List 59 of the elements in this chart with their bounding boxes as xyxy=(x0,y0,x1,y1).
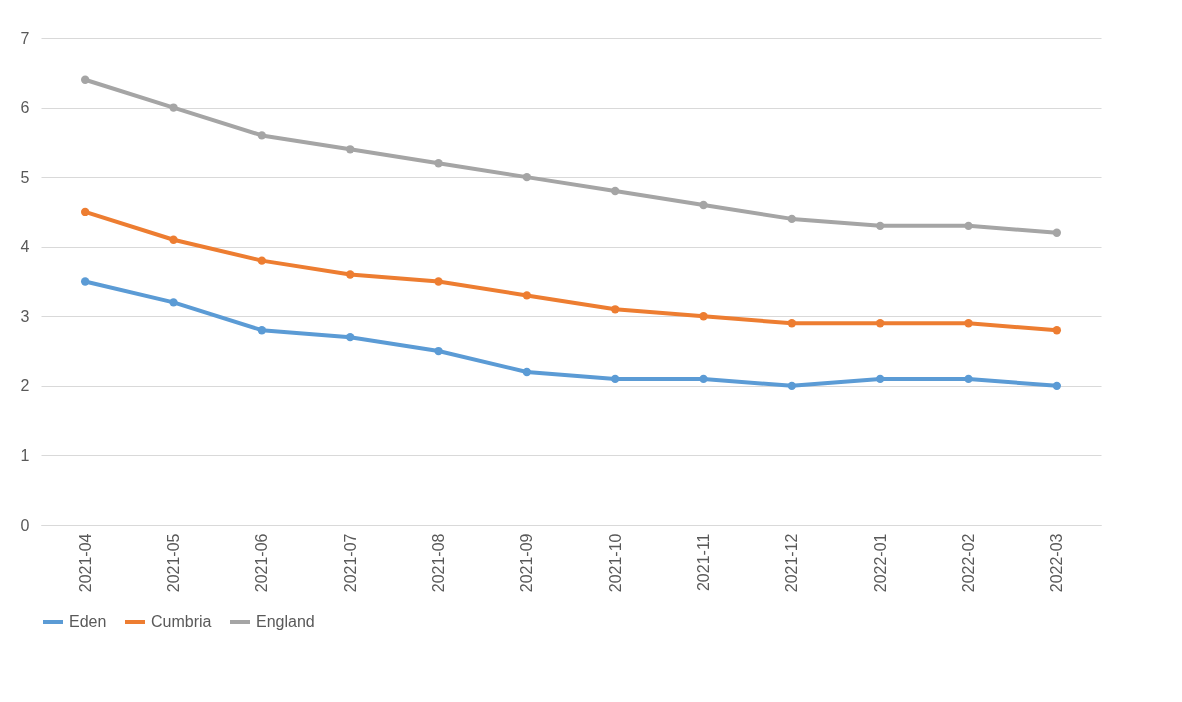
x-tick-label: 2021-05 xyxy=(165,533,182,593)
point xyxy=(434,159,443,168)
x-tick-label: 2021-10 xyxy=(606,533,624,593)
point xyxy=(1052,381,1062,391)
legend-label: Eden xyxy=(69,613,107,630)
point xyxy=(434,277,443,286)
point xyxy=(345,332,355,342)
x-tick-label: 2021-11 xyxy=(695,533,712,592)
point xyxy=(875,319,885,328)
y-tick-label: 3 xyxy=(20,307,30,325)
point xyxy=(169,103,178,112)
x-tick-label: 2021-04 xyxy=(76,533,94,593)
point xyxy=(610,374,620,384)
point xyxy=(699,374,708,384)
point xyxy=(257,256,267,265)
point xyxy=(169,298,178,307)
point xyxy=(257,326,267,335)
point xyxy=(610,305,620,314)
point xyxy=(964,319,973,328)
point xyxy=(1052,228,1062,237)
x-tick-label: 2021-09 xyxy=(518,533,536,593)
point xyxy=(964,221,973,231)
point xyxy=(434,346,443,356)
legend-label: England xyxy=(256,613,315,630)
x-tick-label: 2021-06 xyxy=(253,533,271,593)
point xyxy=(1052,326,1062,335)
point xyxy=(875,221,885,231)
x-tick-label: 2021-07 xyxy=(341,533,359,593)
point xyxy=(80,207,90,217)
point xyxy=(787,319,797,328)
y-tick-label: 7 xyxy=(20,29,30,47)
point xyxy=(80,75,90,84)
x-tick-label: 2022-03 xyxy=(1048,533,1066,593)
point xyxy=(345,145,355,154)
point xyxy=(875,374,885,384)
x-tick-label: 2021-08 xyxy=(430,533,447,593)
x-tick-label: 2021-12 xyxy=(783,533,801,593)
y-tick-label: 5 xyxy=(20,168,30,186)
x-tick-label: 2022-01 xyxy=(871,533,889,593)
point xyxy=(169,235,178,244)
point xyxy=(522,172,532,182)
point xyxy=(699,312,708,321)
point xyxy=(522,291,532,300)
legend-label: Cumbria xyxy=(151,613,212,630)
y-tick-label: 0 xyxy=(20,516,30,534)
point xyxy=(80,277,90,286)
y-tick-label: 4 xyxy=(20,238,30,256)
x-tick-label: 2022-02 xyxy=(960,533,977,593)
point xyxy=(345,270,355,279)
y-tick-label: 6 xyxy=(20,99,30,117)
y-tick-label: 1 xyxy=(20,446,30,464)
y-tick-label: 2 xyxy=(20,377,30,395)
point xyxy=(522,367,532,377)
point xyxy=(257,131,267,140)
point xyxy=(610,186,620,196)
point xyxy=(787,381,797,391)
point xyxy=(787,214,797,224)
point xyxy=(964,374,973,384)
point xyxy=(699,200,708,210)
